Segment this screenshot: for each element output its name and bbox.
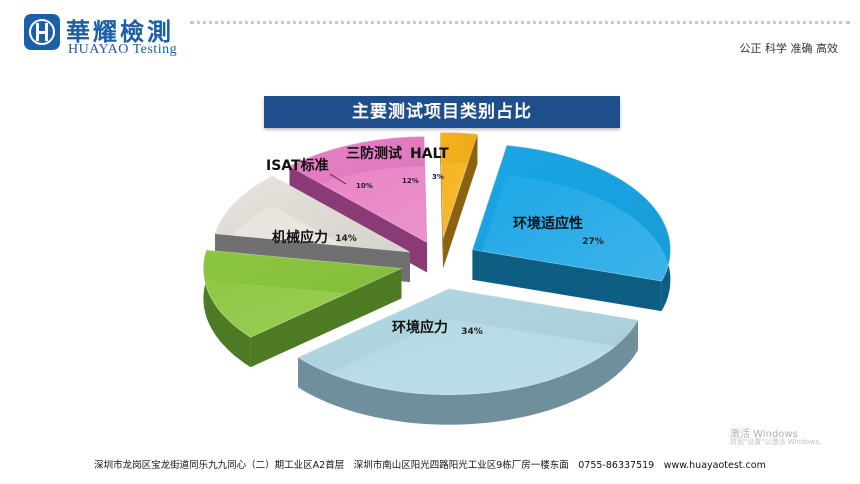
header-divider <box>190 21 850 24</box>
company-logo: 華耀檢測 HUAYAO Testing <box>24 12 184 58</box>
slice-label: HALT <box>410 146 449 162</box>
footer-address: 深圳市龙岗区宝龙街道同乐九九同心（二）期工业区A2首层 深圳市南山区阳光四路阳光… <box>94 460 766 471</box>
slice-top-face <box>288 136 428 244</box>
pie-slice-6 <box>439 132 478 269</box>
slice-top-face <box>214 175 411 253</box>
label-leader-line <box>329 173 347 185</box>
slice-side-wall <box>298 320 638 425</box>
slice-top-face <box>203 249 403 338</box>
slice-value-label: 10% <box>356 182 373 190</box>
slice-label: 三防测试 <box>346 145 402 162</box>
slice-radial-wall <box>443 134 478 269</box>
logo-chinese-name: 華耀檢測 <box>66 17 174 46</box>
slice-label: 环境适应性 <box>513 215 583 232</box>
slice-side-wall <box>203 250 251 368</box>
pie-slice-3 <box>203 249 403 368</box>
company-slogan: 公正 科学 准确 高效 <box>739 42 839 55</box>
slice-value-label: 3% <box>432 173 444 181</box>
chart-title: 主要测试项目类别占比 <box>352 102 532 122</box>
logo-english-name: HUAYAO Testing <box>68 42 178 57</box>
slice-label: 机械应力 <box>272 229 328 246</box>
logo-mark-icon <box>24 14 60 50</box>
activation-watermark: 激活 Windows <box>730 429 798 440</box>
slice-value-label: 12% <box>402 177 419 185</box>
chart-title-banner: 主要测试项目类别占比 <box>264 96 620 128</box>
pie-slice-2 <box>297 288 639 425</box>
slice-value-label: 14% <box>335 234 357 244</box>
pie-slice-1 <box>471 144 671 312</box>
slice-value-label: 34% <box>461 327 483 337</box>
slice-radial-wall <box>440 132 444 269</box>
slice-top-face <box>439 132 478 239</box>
activation-watermark-hint: 转到"设置"以激活 Windows。 <box>730 438 826 446</box>
slice-value-label: 27% <box>582 237 604 247</box>
pie-slice-4 <box>214 175 411 283</box>
slice-top-face <box>297 288 639 396</box>
slice-label: 环境应力 <box>392 319 448 336</box>
slice-radial-wall <box>472 249 662 312</box>
slice-top-face <box>471 144 671 282</box>
slice-label: ISAT标准 <box>266 157 329 174</box>
